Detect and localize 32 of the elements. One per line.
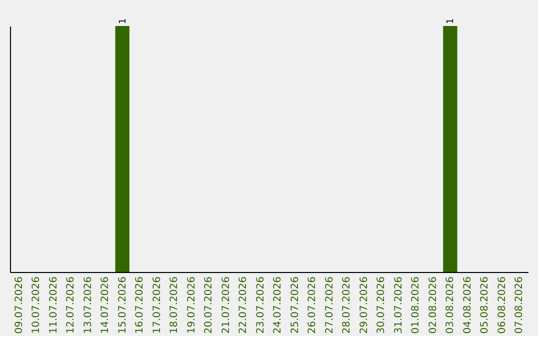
x-tick-label: 22.07.2026: [238, 276, 250, 334]
x-tick-label: 30.07.2026: [376, 276, 388, 334]
x-tick-label: 29.07.2026: [358, 276, 370, 334]
x-tick-label: 07.08.2026: [514, 276, 526, 334]
x-tick-label: 01.08.2026: [410, 276, 422, 334]
x-tick-label: 31.07.2026: [393, 276, 404, 334]
x-tick-label: 15.07.2026: [117, 276, 128, 334]
x-tick-label: 11.07.2026: [48, 276, 60, 334]
x-tick-label: 04.08.2026: [462, 276, 474, 334]
x-tick-label: 21.07.2026: [220, 276, 232, 334]
x-tick-label: 05.08.2026: [480, 276, 491, 334]
x-tick-label: 17.07.2026: [152, 276, 163, 334]
x-tick-label: 10.07.2026: [31, 276, 42, 334]
x-tick-label: 18.07.2026: [169, 276, 180, 334]
x-tick-label: 02.08.2026: [428, 276, 439, 334]
x-tick-label: 12.07.2026: [66, 276, 77, 334]
x-tick-label: 27.07.2026: [324, 276, 336, 334]
data-label: 1: [118, 18, 128, 24]
x-tick-label: 19.07.2026: [186, 276, 198, 334]
x-tick-label: 03.08.2026: [445, 276, 456, 334]
x-tick-label: 06.08.2026: [496, 276, 508, 334]
x-tick-label: 20.07.2026: [204, 276, 215, 334]
x-tick-label: 23.07.2026: [255, 276, 266, 334]
data-label: 1: [446, 18, 456, 24]
x-tick-label: 13.07.2026: [82, 276, 94, 334]
x-tick-label: 28.07.2026: [342, 276, 353, 334]
x-tick-label: 09.07.2026: [14, 276, 25, 334]
x-tick-label: 24.07.2026: [272, 276, 284, 334]
x-tick-label: 25.07.2026: [290, 276, 301, 334]
x-tick-label: 16.07.2026: [134, 276, 146, 334]
x-tick-label: 14.07.2026: [100, 276, 112, 334]
x-tick-label: 26.07.2026: [307, 276, 318, 334]
